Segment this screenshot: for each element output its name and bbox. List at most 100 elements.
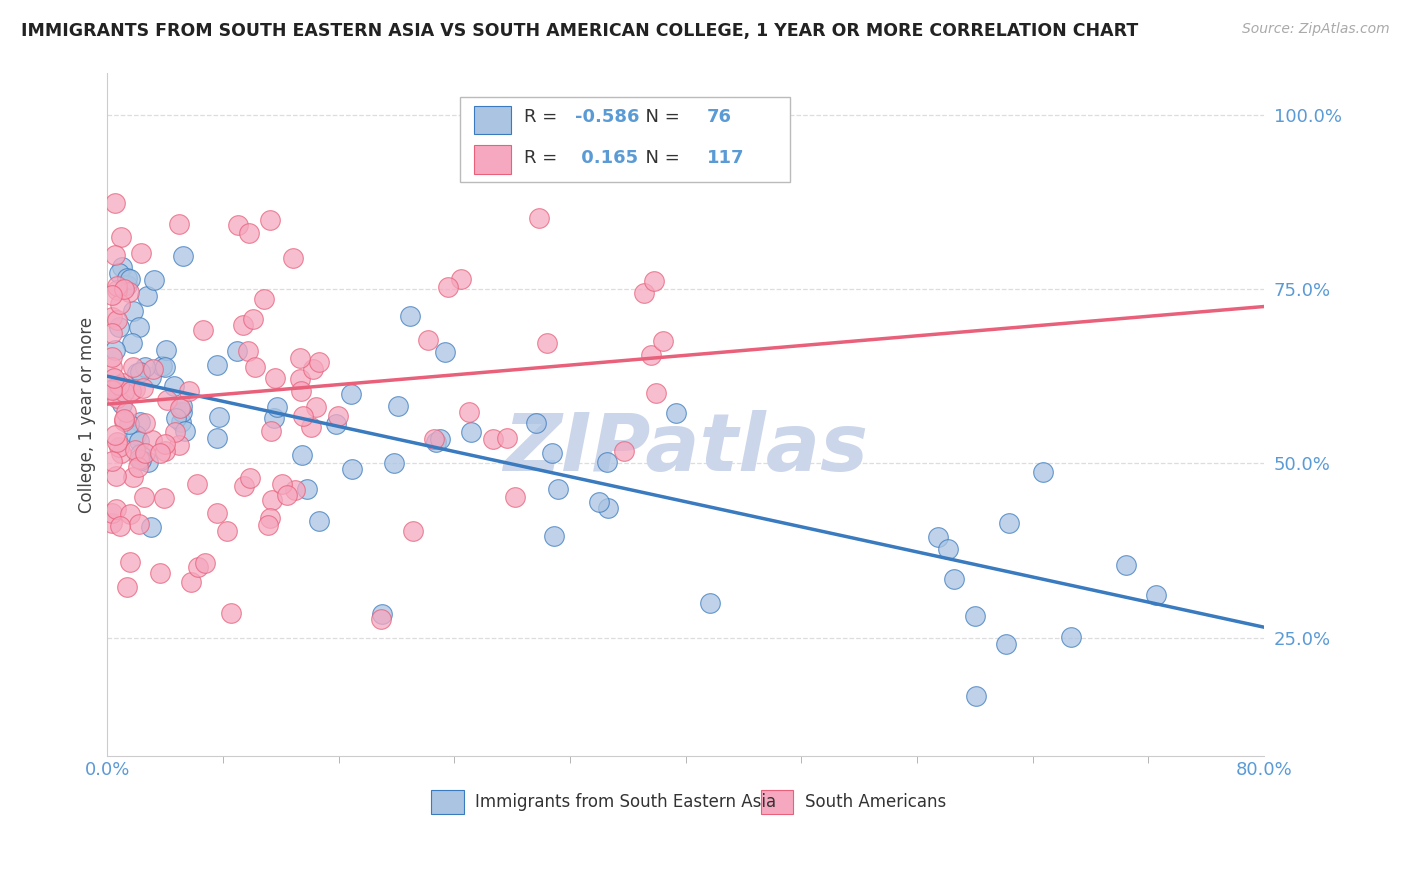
Point — [259, 424, 281, 438]
FancyBboxPatch shape — [460, 97, 790, 182]
Bar — [474, 106, 510, 135]
Point — [588, 495, 610, 509]
Point — [527, 211, 550, 225]
Point — [155, 437, 177, 451]
Point — [110, 297, 132, 311]
Point — [252, 293, 274, 307]
Point — [308, 355, 330, 369]
Point — [108, 440, 131, 454]
Point — [238, 226, 260, 240]
Point — [266, 400, 288, 414]
Point — [505, 491, 527, 505]
Point — [370, 612, 392, 626]
Point — [299, 419, 322, 434]
Point — [226, 219, 249, 233]
Point — [153, 491, 176, 505]
Point — [107, 266, 129, 280]
Point — [112, 414, 135, 428]
Point — [104, 428, 127, 442]
Point — [100, 383, 122, 397]
Point — [297, 482, 319, 496]
Point — [547, 482, 569, 496]
Point — [111, 397, 134, 411]
Point — [110, 519, 132, 533]
Point — [177, 384, 200, 398]
Text: South Americans: South Americans — [804, 793, 946, 811]
Point — [100, 454, 122, 468]
Point — [437, 280, 460, 294]
Point — [633, 285, 655, 300]
Point — [128, 517, 150, 532]
Point — [173, 425, 195, 439]
Point — [205, 506, 228, 520]
Point — [643, 274, 665, 288]
Point — [239, 471, 262, 485]
Point — [382, 457, 405, 471]
Point — [340, 461, 363, 475]
Text: 76: 76 — [707, 108, 731, 126]
Point — [963, 608, 986, 623]
Point — [290, 372, 312, 386]
Point — [128, 364, 150, 378]
Point — [238, 344, 260, 359]
Point — [112, 412, 135, 426]
Point — [187, 560, 209, 574]
Point — [125, 428, 148, 442]
Point — [103, 371, 125, 385]
Point — [129, 447, 152, 461]
Point — [108, 319, 131, 334]
Point — [156, 392, 179, 407]
Point — [219, 607, 242, 621]
Point — [111, 376, 134, 390]
Point — [105, 435, 128, 450]
Point — [292, 409, 315, 423]
Point — [422, 432, 444, 446]
Point — [460, 425, 482, 439]
Point — [305, 401, 328, 415]
Bar — [432, 789, 464, 814]
Point — [141, 370, 163, 384]
Point — [129, 246, 152, 260]
Point — [495, 431, 517, 445]
Point — [418, 333, 440, 347]
Point — [100, 516, 122, 530]
Point — [1060, 630, 1083, 644]
Point — [290, 448, 312, 462]
Point — [340, 387, 363, 401]
Point — [136, 455, 159, 469]
Point — [425, 434, 447, 449]
Point — [170, 399, 193, 413]
Point — [104, 248, 127, 262]
Point — [205, 431, 228, 445]
Point — [613, 444, 636, 458]
Point — [121, 359, 143, 374]
Point — [169, 401, 191, 415]
Point — [172, 249, 194, 263]
Text: Immigrants from South Eastern Asia: Immigrants from South Eastern Asia — [475, 793, 776, 811]
Point — [128, 319, 150, 334]
Point — [115, 405, 138, 419]
Point — [167, 217, 190, 231]
Point — [110, 446, 132, 460]
Point — [942, 572, 965, 586]
Point — [141, 520, 163, 534]
Point — [276, 487, 298, 501]
Point — [242, 312, 264, 326]
Point — [149, 566, 172, 580]
Point — [100, 350, 122, 364]
Point — [104, 381, 127, 395]
Point — [142, 361, 165, 376]
Point — [370, 607, 392, 621]
Bar — [761, 789, 793, 814]
Point — [194, 556, 217, 570]
Point — [541, 446, 564, 460]
Text: ZIPatlas: ZIPatlas — [503, 409, 869, 488]
Point — [263, 410, 285, 425]
Point — [115, 580, 138, 594]
Point — [205, 358, 228, 372]
Point — [100, 310, 122, 324]
Point — [398, 309, 420, 323]
Point — [524, 416, 547, 430]
Point — [155, 343, 177, 358]
Point — [596, 500, 619, 515]
